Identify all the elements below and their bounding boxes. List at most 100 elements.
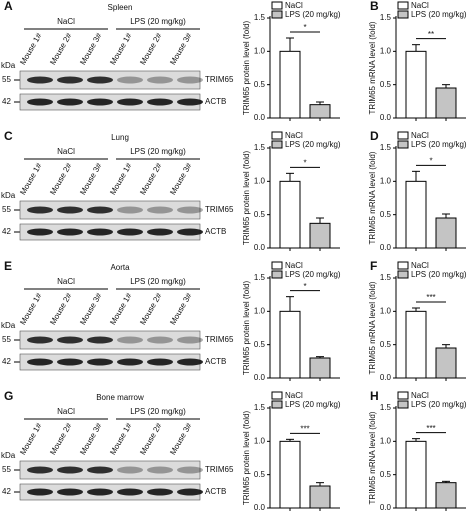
legend-label: LPS (20 mg/kg) <box>285 140 341 149</box>
lane-label: Mouse 1# <box>108 31 134 66</box>
lane-label: Mouse 1# <box>18 291 44 326</box>
legend-label: LPS (20 mg/kg) <box>411 140 467 149</box>
protein-label: ACTB <box>205 487 226 496</box>
bar <box>405 310 427 379</box>
y-tick-label: 1.5 <box>254 403 266 412</box>
band <box>177 206 203 214</box>
y-tick-label: 1.5 <box>380 143 392 152</box>
bar <box>435 482 457 509</box>
y-tick-label: 0.5 <box>254 210 266 219</box>
y-tick-label: 0.5 <box>254 80 266 89</box>
legend-swatch <box>271 140 283 149</box>
band <box>27 98 53 106</box>
panel-letter: G <box>4 389 13 403</box>
y-axis-label: TRIM65 mRNA level (fold) <box>368 281 377 374</box>
kda-label: kDa <box>1 191 16 200</box>
y-tick-label: 1.0 <box>380 176 392 185</box>
y-tick-label: 0.5 <box>380 340 392 349</box>
lane-label: Mouse 3# <box>78 31 104 66</box>
band <box>177 466 203 474</box>
bar <box>309 485 331 509</box>
legend-label: LPS (20 mg/kg) <box>285 400 341 409</box>
bar <box>435 87 457 119</box>
legend-swatch <box>271 131 283 140</box>
lane-label: Mouse 1# <box>108 161 134 196</box>
tissue-label: Lung <box>111 133 129 142</box>
bar <box>279 440 301 509</box>
y-tick-label: 1.5 <box>380 273 392 282</box>
y-tick-label: 0.0 <box>254 373 266 382</box>
band <box>57 336 83 344</box>
band <box>117 488 143 496</box>
kda-label: kDa <box>1 451 16 460</box>
significance-label: ** <box>428 30 434 39</box>
lane-label: Mouse 3# <box>168 421 194 456</box>
band <box>87 466 113 474</box>
band <box>87 358 113 366</box>
marker-label: 55 <box>2 335 11 344</box>
band <box>27 228 53 236</box>
y-axis-label: TRIM65 mRNA level (fold) <box>368 411 377 504</box>
legend-label: NaCl <box>285 1 303 10</box>
legend-swatch <box>397 140 409 149</box>
lane-label: Mouse 2# <box>138 161 164 196</box>
group-label: NaCl <box>57 407 75 416</box>
marker-label: 42 <box>2 357 11 366</box>
legend-label: LPS (20 mg/kg) <box>411 10 467 19</box>
y-tick-label: 1.0 <box>254 46 266 55</box>
panel-letter: B <box>370 0 379 13</box>
tissue-label: Bone marrow <box>96 393 144 402</box>
panel-letter: C <box>4 129 13 143</box>
y-tick-label: 0.5 <box>254 340 266 349</box>
significance-label: * <box>429 156 432 165</box>
y-tick-label: 1.5 <box>380 403 392 412</box>
protein-label: ACTB <box>205 227 226 236</box>
y-tick-label: 1.5 <box>254 273 266 282</box>
significance-label: * <box>303 282 306 291</box>
band <box>27 76 53 84</box>
lane-label: Mouse 3# <box>168 161 194 196</box>
y-tick-label: 0.0 <box>254 113 266 122</box>
band <box>27 206 53 214</box>
legend-label: NaCl <box>411 391 429 400</box>
band <box>57 466 83 474</box>
lane-label: Mouse 1# <box>108 291 134 326</box>
lane-label: Mouse 2# <box>48 161 74 196</box>
legend-label: LPS (20 mg/kg) <box>285 270 341 279</box>
lane-label: Mouse 3# <box>78 421 104 456</box>
panel-letter: A <box>4 0 13 13</box>
lane-label: Mouse 3# <box>168 31 194 66</box>
band <box>177 76 203 84</box>
band <box>117 206 143 214</box>
group-label: NaCl <box>57 277 75 286</box>
y-tick-label: 1.0 <box>380 436 392 445</box>
band <box>57 206 83 214</box>
group-label: LPS (20 mg/kg) <box>130 147 186 156</box>
legend-label: NaCl <box>285 391 303 400</box>
y-tick-label: 0.0 <box>254 243 266 252</box>
y-axis-label: TRIM65 protein level (fold) <box>242 411 251 506</box>
group-label: LPS (20 mg/kg) <box>130 277 186 286</box>
legend-swatch <box>397 391 409 400</box>
marker-label: 55 <box>2 75 11 84</box>
band <box>147 488 173 496</box>
tissue-label: Aorta <box>110 263 130 272</box>
band <box>177 488 203 496</box>
y-axis-label: TRIM65 mRNA level (fold) <box>368 21 377 114</box>
y-axis-label: TRIM65 protein level (fold) <box>242 281 251 376</box>
bar <box>279 310 301 379</box>
bar <box>405 440 427 509</box>
band <box>147 76 173 84</box>
lane-label: Mouse 2# <box>138 291 164 326</box>
legend-label: NaCl <box>411 261 429 270</box>
marker-label: 42 <box>2 487 11 496</box>
group-label: NaCl <box>57 147 75 156</box>
legend-swatch <box>397 10 409 19</box>
significance-label: *** <box>300 424 309 433</box>
lane-label: Mouse 1# <box>18 31 44 66</box>
group-label: NaCl <box>57 17 75 26</box>
lane-label: Mouse 2# <box>138 31 164 66</box>
significance-label: *** <box>426 293 435 302</box>
band <box>87 98 113 106</box>
kda-label: kDa <box>1 321 16 330</box>
